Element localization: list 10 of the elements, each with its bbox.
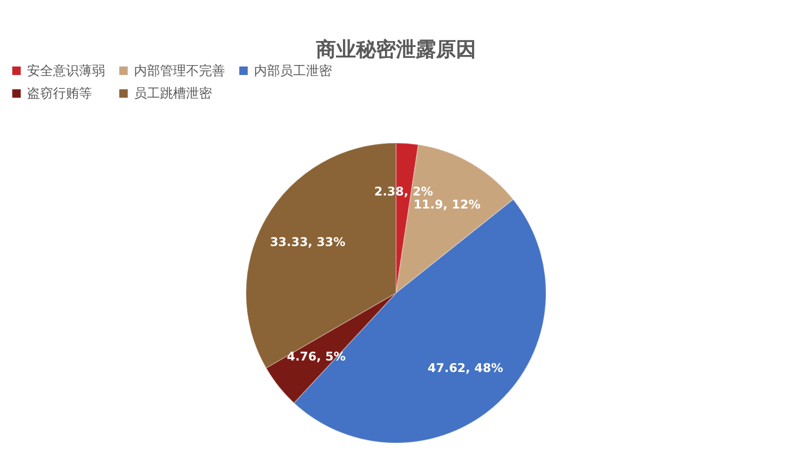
legend-label: 内部员工泄密 — [254, 64, 332, 79]
chart-title: 商业秘密泄露原因 — [315, 37, 476, 61]
data-label: 2.38, 2% — [374, 184, 433, 198]
legend-label: 员工跳槽泄密 — [134, 86, 212, 102]
data-label: 11.9, 12% — [413, 198, 481, 212]
legend-label: 安全意识薄弱 — [27, 62, 105, 79]
data-label: 47.62, 48% — [428, 360, 504, 375]
legend-label: 内部管理不完善 — [134, 62, 225, 79]
legend-label: 盗窃行贿等 — [27, 86, 92, 102]
data-label: 33.33, 33% — [270, 235, 346, 249]
